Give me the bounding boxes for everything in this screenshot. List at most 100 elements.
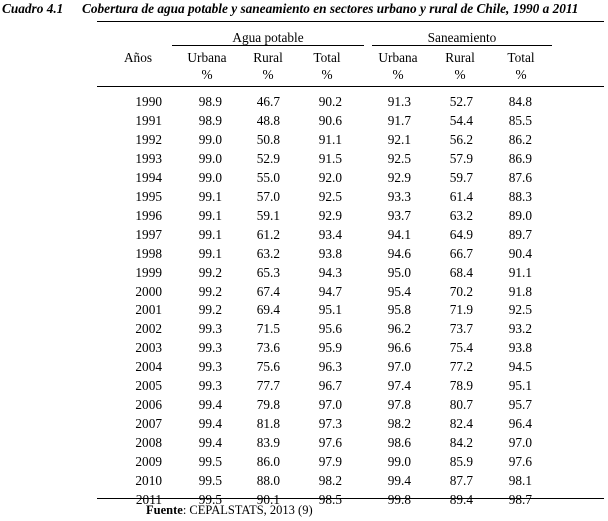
cell-san-urban: 91.3 (387, 94, 411, 109)
cell-water-total: 91.1 (318, 131, 342, 147)
cell-san-urban: 98.2 (387, 416, 411, 432)
source-note: Fuente: CEPALSTATS, 2013 (9) (146, 503, 313, 518)
cell-year: 1993 (135, 150, 162, 166)
cell-water-total: 95.1 (318, 302, 342, 318)
cell-water-urban: 99.4 (198, 416, 222, 432)
cell-water-urban: 99.2 (198, 302, 222, 318)
group-rule-water (172, 45, 364, 46)
cell-san-rural: 75.4 (449, 340, 473, 356)
cell-water-rural: 59.1 (256, 207, 280, 223)
cell-water-rural: 81.8 (256, 416, 280, 432)
cell-water-urban: 99.1 (198, 188, 222, 204)
cell-year: 2001 (135, 302, 162, 318)
cell-water-urban: 99.0 (198, 150, 222, 166)
cell-year: 2000 (135, 283, 162, 299)
cell-san-total: 89.0 (508, 207, 532, 223)
source-label: Fuente (146, 503, 183, 517)
cell-san-urban: 99.4 (387, 473, 411, 488)
cell-water-total: 94.7 (318, 283, 342, 299)
cell-water-total: 91.5 (318, 150, 342, 166)
cell-water-rural: 52.9 (256, 150, 280, 166)
cell-san-rural: 85.9 (449, 454, 473, 470)
unit-water-urban: % (201, 67, 213, 82)
cell-san-rural: 82.4 (449, 416, 473, 432)
cell-water-urban: 99.3 (198, 340, 222, 356)
cell-san-rural: 78.9 (449, 378, 473, 394)
cell-san-urban: 95.0 (387, 264, 411, 280)
cell-san-urban: 93.7 (387, 207, 411, 223)
cell-san-rural: 54.4 (449, 113, 473, 128)
cell-water-urban: 99.3 (198, 359, 222, 375)
cell-year: 1994 (135, 169, 162, 185)
top-rule (97, 21, 604, 22)
cell-san-total: 98.7 (508, 491, 532, 507)
cell-water-rural: 83.9 (256, 435, 280, 451)
cell-water-total: 93.4 (318, 226, 342, 242)
cell-san-urban: 91.7 (387, 113, 411, 128)
cell-water-rural: 75.6 (256, 359, 280, 375)
cell-san-urban: 96.2 (387, 321, 411, 337)
cell-water-rural: 77.7 (256, 378, 280, 394)
cell-water-urban: 99.1 (198, 226, 222, 242)
unit-water-total: % (321, 67, 333, 82)
cell-san-total: 97.0 (508, 435, 532, 451)
cell-year: 1991 (135, 113, 162, 128)
cell-san-rural: 71.9 (449, 302, 473, 318)
cell-san-urban: 92.9 (387, 169, 411, 185)
cell-san-urban: 94.1 (387, 226, 411, 242)
cell-year: 2009 (135, 454, 162, 470)
cell-water-rural: 55.0 (256, 169, 280, 185)
cell-san-rural: 56.2 (449, 131, 473, 147)
cell-san-rural: 63.2 (449, 207, 473, 223)
cell-water-total: 98.5 (318, 491, 342, 507)
cell-san-total: 92.5 (508, 302, 532, 318)
cell-water-rural: 65.3 (256, 264, 280, 280)
cell-water-rural: 73.6 (256, 340, 280, 356)
unit-water-rural: % (262, 67, 274, 82)
cell-san-total: 95.1 (508, 378, 532, 394)
cell-water-rural: 63.2 (256, 245, 280, 261)
cell-water-rural: 69.4 (256, 302, 280, 318)
cell-water-rural: 48.8 (256, 113, 280, 128)
cell-water-total: 95.6 (318, 321, 342, 337)
cell-water-rural: 79.8 (256, 397, 280, 413)
col-header-water-rural: Rural (253, 50, 283, 65)
cell-water-urban: 99.1 (198, 207, 222, 223)
cell-water-total: 96.3 (318, 359, 342, 375)
cell-water-urban: 99.5 (198, 473, 222, 488)
cell-water-total: 94.3 (318, 264, 342, 280)
cell-san-total: 90.4 (508, 245, 532, 261)
cell-water-rural: 61.2 (256, 226, 280, 242)
cell-san-total: 89.7 (508, 226, 532, 242)
cell-water-urban: 99.2 (198, 283, 222, 299)
cell-san-rural: 80.7 (449, 397, 473, 413)
cell-water-total: 97.9 (318, 454, 342, 470)
cell-water-rural: 46.7 (256, 94, 280, 109)
cell-water-urban: 99.4 (198, 435, 222, 451)
cell-san-urban: 95.8 (387, 302, 411, 318)
cell-water-rural: 50.8 (256, 131, 280, 147)
cell-san-rural: 66.7 (449, 245, 473, 261)
cell-san-urban: 92.1 (387, 131, 411, 147)
cell-san-urban: 92.5 (387, 150, 411, 166)
cell-san-rural: 84.2 (449, 435, 473, 451)
cell-year: 2008 (135, 435, 162, 451)
cell-water-urban: 98.9 (198, 94, 222, 109)
table-caption: Cuadro 4.1 Cobertura de agua potable y sa… (2, 1, 578, 17)
col-header-years: Años (123, 50, 153, 65)
cell-san-rural: 70.2 (449, 283, 473, 299)
group-rule-sanitation (372, 45, 552, 46)
group-header-water: Agua potable (232, 30, 304, 45)
cell-san-rural: 61.4 (449, 188, 473, 204)
cell-year: 1995 (135, 188, 162, 204)
cell-water-urban: 99.0 (198, 169, 222, 185)
cell-year: 2003 (135, 340, 162, 356)
cell-year: 2002 (135, 321, 162, 337)
cell-water-rural: 88.0 (256, 473, 280, 488)
cell-water-rural: 57.0 (256, 188, 280, 204)
cell-year: 2005 (135, 378, 162, 394)
cell-water-rural: 67.4 (256, 283, 280, 299)
cell-san-total: 93.2 (508, 321, 532, 337)
cell-san-rural: 57.9 (449, 150, 473, 166)
cell-san-urban: 94.6 (387, 245, 411, 261)
